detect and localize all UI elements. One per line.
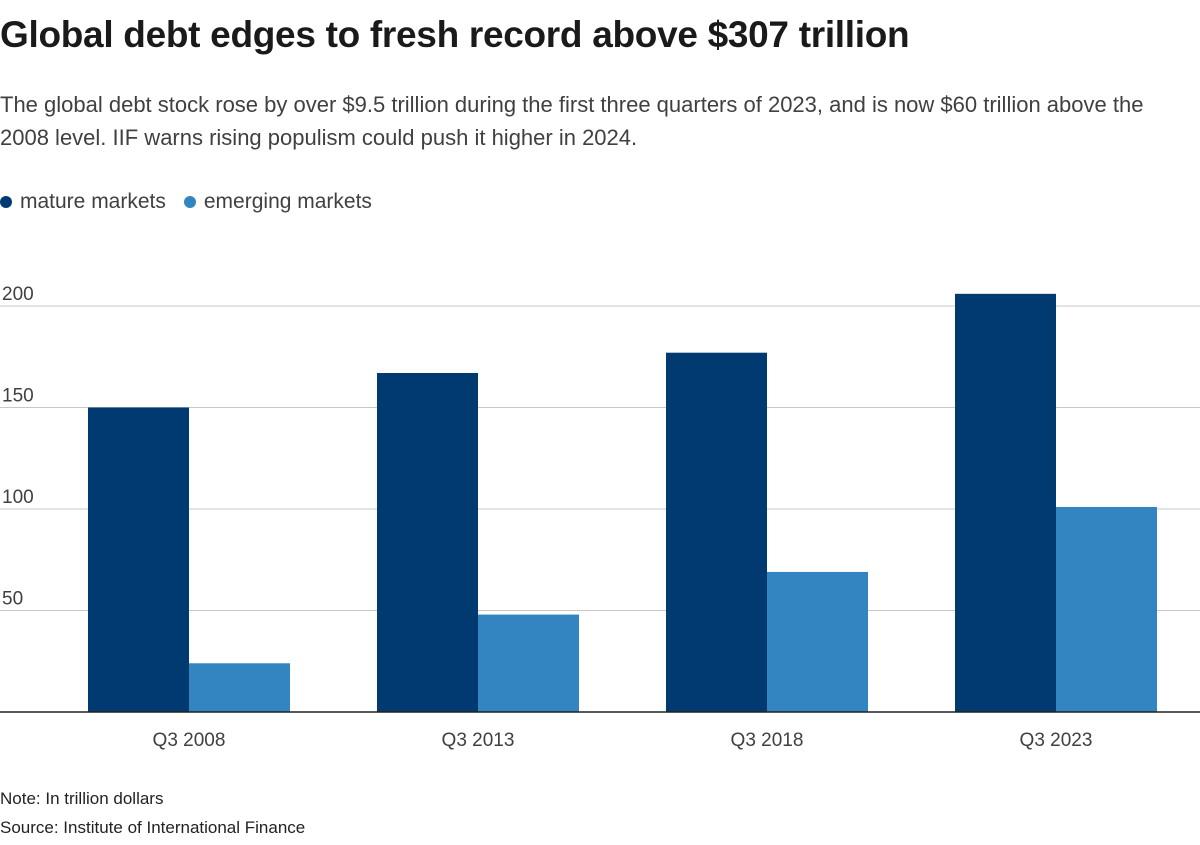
- bar-mature-1: [377, 372, 478, 712]
- legend-item-mature: mature markets: [0, 190, 166, 214]
- chart-title: Global debt edges to fresh record above …: [0, 14, 910, 55]
- bar-emerging-1: [478, 614, 579, 712]
- bar-emerging-3: [1056, 506, 1157, 712]
- y-tick-label: 100: [2, 487, 34, 508]
- bar-emerging-2: [767, 571, 868, 712]
- y-tick-label: 150: [2, 386, 34, 407]
- legend-label-mature: mature markets: [20, 190, 166, 213]
- note-text: Note: In trillion dollars: [0, 789, 164, 808]
- legend: mature markets emerging markets: [0, 190, 390, 214]
- legend-dot-mature: [0, 196, 12, 208]
- legend-item-emerging: emerging markets: [183, 190, 372, 214]
- legend-label-emerging: emerging markets: [203, 190, 372, 213]
- bar-mature-3: [955, 293, 1056, 712]
- bar-mature-0: [88, 407, 189, 712]
- y-tick-label: 200: [2, 284, 34, 305]
- x-tick-label: Q3 2023: [1020, 730, 1093, 751]
- source-text: Source: Institute of International Finan…: [0, 818, 306, 837]
- legend-dot-emerging: [183, 196, 196, 208]
- x-tick-label: Q3 2008: [153, 730, 226, 751]
- x-tick-label: Q3 2013: [442, 730, 515, 751]
- bar-mature-2: [666, 352, 767, 712]
- chart-subtitle: The global debt stock rose by over $9.5 …: [0, 92, 1144, 150]
- x-tick-label: Q3 2018: [731, 730, 804, 751]
- y-tick-label: 50: [2, 589, 23, 610]
- bar-emerging-0: [189, 663, 290, 712]
